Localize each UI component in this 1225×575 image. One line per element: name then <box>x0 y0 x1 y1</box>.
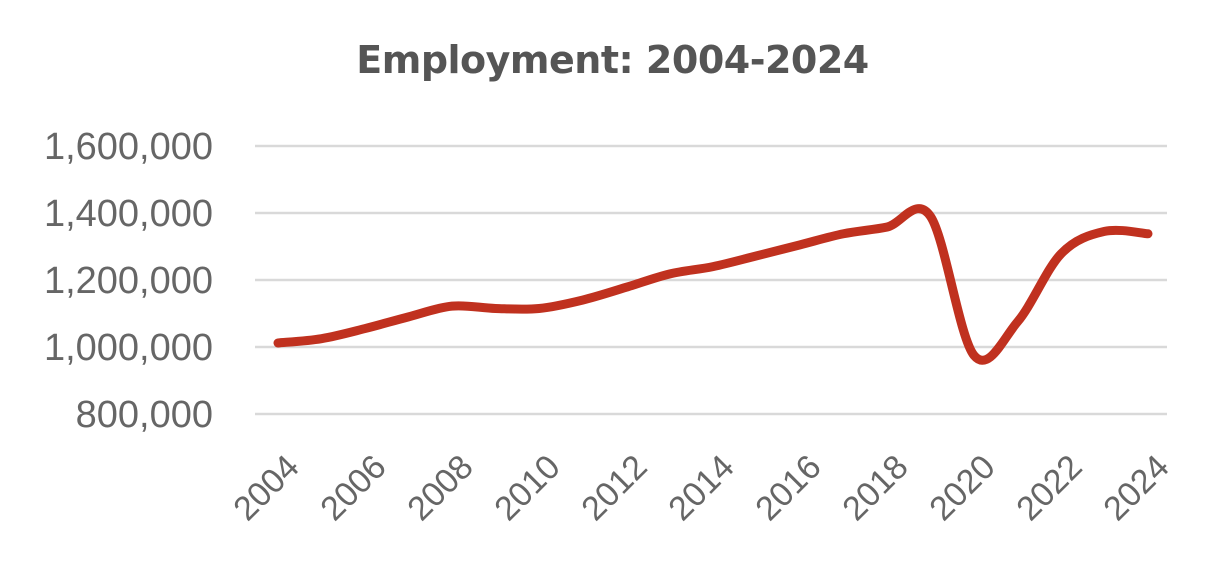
data-point <box>970 351 978 359</box>
y-tick-label: 1,200,000 <box>44 260 213 302</box>
data-point <box>753 252 761 260</box>
data-point <box>840 230 848 238</box>
x-tick-label: 2012 <box>574 448 654 528</box>
x-tick-label: 2014 <box>661 448 741 528</box>
x-tick-label: 2016 <box>748 448 828 528</box>
data-point <box>318 335 326 343</box>
data-point <box>1101 227 1109 235</box>
data-point <box>274 339 282 347</box>
x-tick-label: 2004 <box>226 448 306 528</box>
grid-layer <box>255 144 1167 416</box>
data-point <box>361 325 369 333</box>
series-layer <box>273 204 1153 365</box>
x-tick-label: 2020 <box>922 448 1002 528</box>
x-axis-ticks: 2004 2006 2008 2010 2012 2014 2016 2018 2020 2022… <box>226 448 1176 528</box>
data-point <box>1057 250 1065 258</box>
x-tick-label: 2022 <box>1009 448 1089 528</box>
y-tick-label: 1,600,000 <box>44 126 213 168</box>
x-tick-label: 2024 <box>1096 448 1176 528</box>
data-point <box>666 270 674 278</box>
data-point <box>709 263 717 271</box>
data-point <box>405 313 413 321</box>
data-point <box>535 304 543 312</box>
chart-title: Employment: 2004-2024 <box>356 38 869 82</box>
data-point <box>1144 230 1152 238</box>
data-point <box>492 304 500 312</box>
data-point <box>927 212 935 220</box>
y-tick-label: 1,400,000 <box>44 193 213 235</box>
x-tick-label: 2006 <box>313 448 393 528</box>
x-tick-label: 2008 <box>400 448 480 528</box>
data-point <box>579 296 587 304</box>
y-tick-label: 800,000 <box>76 394 213 436</box>
x-tick-label: 2018 <box>835 448 915 528</box>
x-tick-label: 2010 <box>487 448 567 528</box>
data-point <box>448 302 456 310</box>
data-point <box>883 223 891 231</box>
y-tick-label: 1,000,000 <box>44 327 213 369</box>
data-point <box>1014 318 1022 326</box>
y-axis-ticks: 800,000 1,000,000 1,200,000 1,400,000 1,600,… <box>44 126 213 436</box>
series-line <box>273 204 1153 365</box>
data-point <box>622 283 630 291</box>
data-point <box>796 241 804 249</box>
